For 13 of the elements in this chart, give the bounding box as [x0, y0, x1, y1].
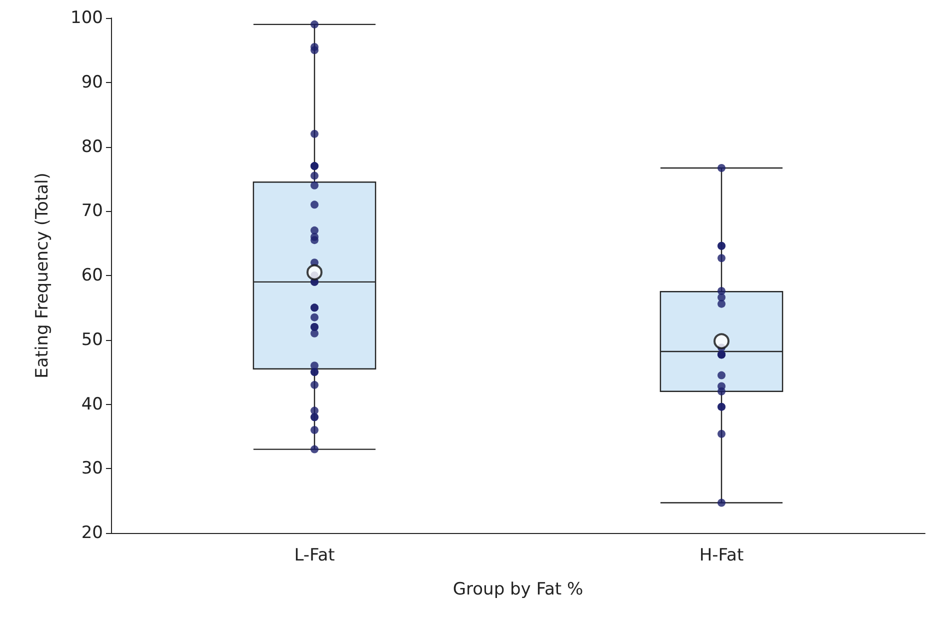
y-tick-label: 50 [81, 330, 103, 350]
y-tick-label: 90 [81, 72, 103, 92]
x-tick-label: L-Fat [294, 546, 336, 566]
y-tick-label: 70 [81, 201, 103, 222]
x-axis-title: Group by Fat % [452, 580, 584, 600]
y-tick-label: 20 [81, 523, 103, 543]
y-tick-label: 60 [81, 266, 103, 286]
y-tick-label: 40 [81, 394, 103, 414]
x-tick-label: H-Fat [699, 546, 744, 566]
y-tick-label: 80 [81, 136, 103, 157]
y-tick-label: 30 [81, 458, 103, 479]
y-tick-label: 100 [70, 8, 103, 28]
y-axis-title: Eating Frequency (Total) [32, 172, 52, 378]
